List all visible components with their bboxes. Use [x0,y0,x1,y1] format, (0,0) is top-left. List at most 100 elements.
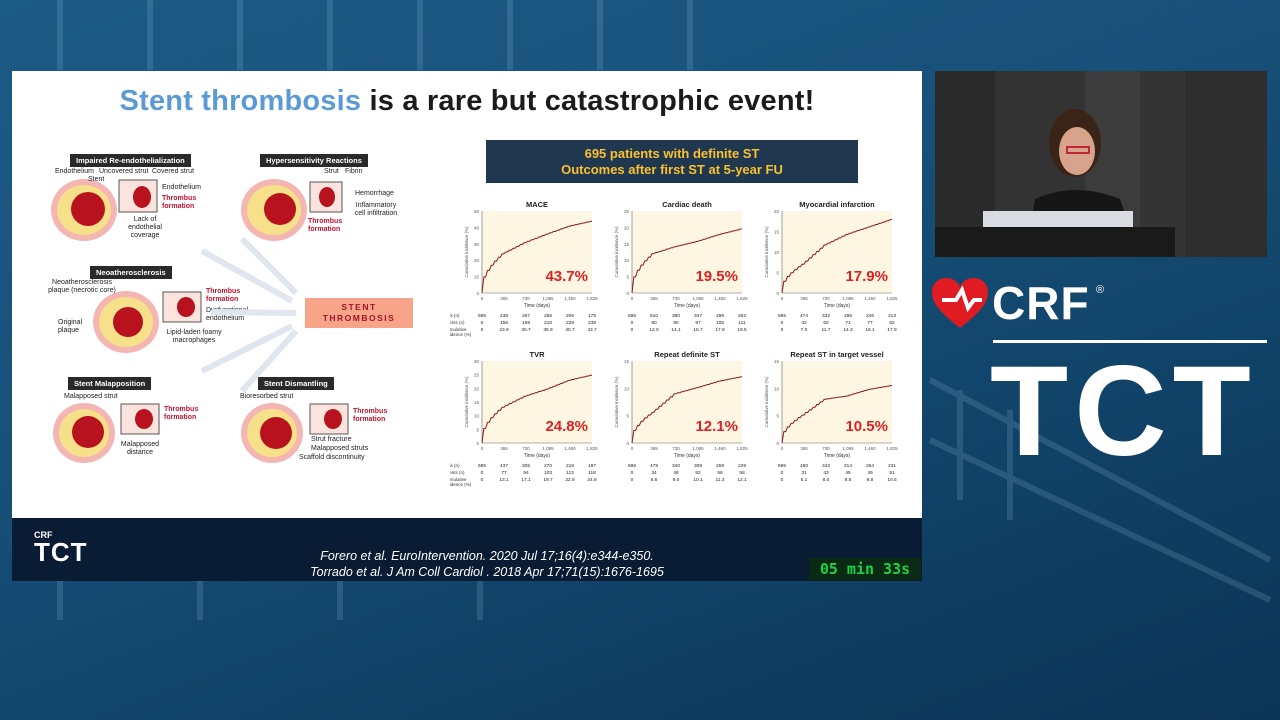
table-cell: 340 [672,463,680,469]
plot-area [632,211,742,293]
table-cell: 314 [844,463,852,469]
vessel-illustration-malapposition [53,403,115,463]
label-inflammatory: Inflammatory cell infiltration [354,202,398,217]
table-cell: 14.3 [843,327,853,333]
references: Forero et al. EuroIntervention. 2020 Jul… [242,548,732,580]
label-original-plaque: Original plaque [58,319,83,334]
table-row-label: Cumulative [450,477,467,482]
mechanism-title-dismantling: Stent Dismantling [258,377,334,390]
y-tick-label: 5 [626,275,629,280]
x-axis-label: Time (days) [524,303,551,309]
x-tick-label: 1,825 [886,446,898,451]
outcomes-banner: 695 patients with definite ST Outcomes a… [486,140,858,183]
km-curve [481,220,592,294]
panel-title: Repeat definite ST [654,350,720,359]
y-tick-label: 20 [624,225,630,230]
km-curve [631,228,742,294]
y-axis-label: Cumulative incidence (%) [464,226,469,278]
table-cell: 113 [566,470,574,476]
crf-heart-icon [932,278,988,328]
label-strut-fracture: Strut fracture [311,436,352,443]
table-cell: 0 [781,470,784,476]
countdown-timer: 05 min 33s [809,558,921,580]
table-cell: 305 [522,463,530,469]
x-tick-label: 1,460 [864,296,876,301]
table-cell: 10.5 [887,477,897,483]
table-cell: 309 [694,463,702,469]
table-cell: 30.7 [521,327,531,333]
registered-mark: ® [1096,284,1105,296]
table-cell: 80 [651,320,657,326]
y-tick-label: 25 [624,209,630,214]
table-cell: 479 [650,463,658,469]
table-cell: 187 [588,463,596,469]
x-tick-label: 1,095 [542,296,554,301]
mechanism-title-hypersensitivity: Hypersensitivity Reactions [260,154,368,167]
table-cell: 0 [481,470,484,476]
table-cell: 695 [778,463,786,469]
table-cell: 695 [778,313,786,319]
x-tick-label: 730 [672,446,680,451]
table-cell: 77 [501,470,507,476]
x-tick-label: 730 [822,296,830,301]
table-cell: 438 [500,313,508,319]
x-tick-label: 1,825 [886,296,898,301]
plot-area [782,211,892,293]
table-cell: 343 [822,463,830,469]
thrombus-inset-4 [120,403,160,435]
table-cell: 9.8 [867,477,874,483]
percent-label: 19.5% [695,268,738,285]
stent-thrombosis-line1: STENT [341,302,377,312]
table-row-label: Risk (n) [450,313,460,318]
x-axis-label: Time (days) [524,453,551,459]
label-covered-strut: Covered strut [152,168,195,175]
y-tick-label: 30 [474,359,480,364]
x-tick-label: 1,825 [736,446,748,451]
table-cell: 7.0 [801,327,808,333]
percent-label: 24.8% [545,418,588,435]
table-cell: 15.7 [693,327,703,333]
table-cell: 17.8 [715,327,725,333]
y-tick-label: 5 [776,271,779,276]
x-tick-label: 1,460 [564,446,576,451]
x-tick-label: 0 [481,446,484,451]
percent-label: 10.5% [845,418,888,435]
table-cell: 175 [588,313,596,319]
panel-title: MACE [526,200,548,209]
table-cell: 210 [544,320,552,326]
table-cell: 695 [628,463,636,469]
y-tick-label: 15 [774,230,780,235]
plot-area [482,211,592,293]
table-cell: 17.9 [887,327,897,333]
x-axis-label: Time (days) [674,303,701,309]
y-tick-label: 15 [774,359,780,364]
vessel-illustration-neoatherosclerosis [93,291,159,353]
table-cell: 111 [738,320,746,326]
y-tick-label: 0 [476,291,479,296]
label-foamy-macrophages: Lipid-laden foamy macrophages [166,329,222,344]
table-cell: 231 [888,463,896,469]
table-cell: 52 [695,470,701,476]
table-cell: 43.7 [587,327,597,333]
x-axis-label: Time (days) [674,453,701,459]
x-tick-label: 0 [631,296,634,301]
speaker-image [935,71,1267,257]
table-cell: 228 [566,320,574,326]
label-endothelium: Endothelium [55,168,94,175]
label-stent: Stent [88,176,105,183]
y-tick-label: 0 [626,291,629,296]
table-cell: 295 [844,313,852,319]
table-cell: 42 [801,320,807,326]
table-cell: 11.7 [822,327,831,333]
table-cell: 229 [738,463,746,469]
x-tick-label: 365 [800,446,808,451]
y-tick-label: 5 [626,414,629,419]
label-scaffold-discontinuity: Scaffold discontinuity [299,454,365,461]
x-tick-label: 1,825 [586,446,598,451]
thrombus-inset-1 [118,179,158,213]
reference-1: Forero et al. EuroIntervention. 2020 Jul… [320,549,654,563]
x-axis-label: Time (days) [824,453,851,459]
table-cell: 0 [631,470,634,476]
y-tick-label: 0 [776,291,779,296]
y-tick-label: 20 [774,209,780,214]
